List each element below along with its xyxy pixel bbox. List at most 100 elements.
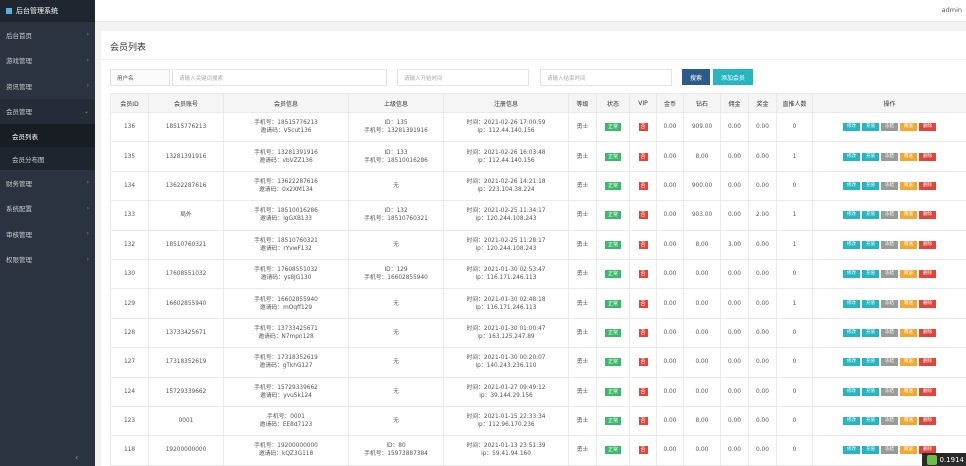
vip-badge[interactable]: 否 [638,211,648,220]
topup-button[interactable]: 充值 [862,299,879,308]
freeze-button[interactable]: 冻结 [881,387,898,396]
vip-badge[interactable]: 否 [638,446,648,455]
topup-button[interactable]: 充值 [862,240,879,249]
vip-badge[interactable]: 否 [638,123,648,132]
edit-button[interactable]: 修改 [843,299,860,308]
delete-button[interactable]: 删除 [919,328,936,337]
status-badge[interactable]: 正常 [604,270,621,279]
status-badge[interactable]: 正常 [604,152,621,161]
status-badge[interactable]: 正常 [604,358,621,367]
sidebar-item-permissions[interactable]: 权限管理 › [0,247,95,273]
gift-button[interactable]: 赠送 [900,417,917,426]
status-badge[interactable]: 正常 [604,446,621,455]
vip-badge[interactable]: 否 [638,299,648,308]
edit-button[interactable]: 修改 [843,446,860,455]
delete-button[interactable]: 删除 [919,417,936,426]
freeze-button[interactable]: 冻结 [881,446,898,455]
add-member-button[interactable]: 添加会员 [713,69,753,85]
gift-button[interactable]: 赠送 [900,299,917,308]
freeze-button[interactable]: 冻结 [881,270,898,279]
delete-button[interactable]: 删除 [919,211,936,220]
delete-button[interactable]: 删除 [919,240,936,249]
gift-button[interactable]: 赠送 [900,123,917,132]
freeze-button[interactable]: 冻结 [881,152,898,161]
edit-button[interactable]: 修改 [843,270,860,279]
status-badge[interactable]: 正常 [604,299,621,308]
delete-button[interactable]: 删除 [919,387,936,396]
freeze-button[interactable]: 冻结 [881,358,898,367]
topup-button[interactable]: 充值 [862,123,879,132]
edit-button[interactable]: 修改 [843,152,860,161]
gift-button[interactable]: 赠送 [900,270,917,279]
status-badge[interactable]: 正常 [604,240,621,249]
sidebar-item-members[interactable]: 会员管理 ⌄ [0,98,95,124]
sidebar-subitem-member-map[interactable]: 会员分布图 [0,147,95,170]
gift-button[interactable]: 赠送 [900,446,917,455]
freeze-button[interactable]: 冻结 [881,328,898,337]
topup-button[interactable]: 充值 [862,387,879,396]
topup-button[interactable]: 充值 [862,358,879,367]
topup-button[interactable]: 充值 [862,181,879,190]
freeze-button[interactable]: 冻结 [881,240,898,249]
status-badge[interactable]: 正常 [604,387,621,396]
vip-badge[interactable]: 否 [638,270,648,279]
sidebar-item-home[interactable]: 后台首页 › [0,22,95,48]
delete-button[interactable]: 删除 [919,152,936,161]
status-badge[interactable]: 正常 [604,417,621,426]
sidebar-item-review[interactable]: 审核管理 › [0,221,95,247]
edit-button[interactable]: 修改 [843,417,860,426]
vip-badge[interactable]: 否 [638,181,648,190]
freeze-button[interactable]: 冻结 [881,181,898,190]
freeze-button[interactable]: 冻结 [881,417,898,426]
gift-button[interactable]: 赠送 [900,152,917,161]
status-badge[interactable]: 正常 [604,211,621,220]
gift-button[interactable]: 赠送 [900,211,917,220]
delete-button[interactable]: 删除 [919,123,936,132]
sidebar-item-games[interactable]: 游戏管理 › [0,48,95,74]
vip-badge[interactable]: 否 [638,328,648,337]
gift-button[interactable]: 赠送 [900,358,917,367]
topup-button[interactable]: 充值 [862,328,879,337]
search-button[interactable]: 搜索 [682,69,710,85]
collapse-sidebar-icon[interactable]: ‹ [75,453,79,462]
gift-button[interactable]: 赠送 [900,328,917,337]
vip-badge[interactable]: 否 [638,240,648,249]
topup-button[interactable]: 充值 [862,417,879,426]
sidebar-item-news[interactable]: 资讯管理 › [0,73,95,99]
delete-button[interactable]: 删除 [919,299,936,308]
delete-button[interactable]: 删除 [919,446,936,455]
status-badge[interactable]: 正常 [604,123,621,132]
edit-button[interactable]: 修改 [843,328,860,337]
gift-button[interactable]: 赠送 [900,240,917,249]
edit-button[interactable]: 修改 [843,240,860,249]
gift-button[interactable]: 赠送 [900,181,917,190]
vip-badge[interactable]: 否 [638,358,648,367]
vip-badge[interactable]: 否 [638,417,648,426]
delete-button[interactable]: 删除 [919,181,936,190]
vip-badge[interactable]: 否 [638,152,648,161]
status-badge[interactable]: 正常 [604,328,621,337]
freeze-button[interactable]: 冻结 [881,211,898,220]
gift-button[interactable]: 赠送 [900,387,917,396]
vip-badge[interactable]: 否 [638,387,648,396]
topup-button[interactable]: 充值 [862,211,879,220]
edit-button[interactable]: 修改 [843,387,860,396]
user-menu[interactable]: admin [941,6,962,14]
sidebar-item-finance[interactable]: 财务管理 › [0,170,95,196]
freeze-button[interactable]: 冻结 [881,123,898,132]
sidebar-item-system[interactable]: 系统配置 › [0,196,95,222]
status-badge[interactable]: 正常 [604,181,621,190]
freeze-button[interactable]: 冻结 [881,299,898,308]
edit-button[interactable]: 修改 [843,181,860,190]
topup-button[interactable]: 充值 [862,152,879,161]
delete-button[interactable]: 删除 [919,358,936,367]
end-time-input[interactable]: 请输入结束时间 [540,69,672,86]
sidebar-subitem-member-list[interactable]: 会员列表 [0,124,95,147]
delete-button[interactable]: 删除 [919,270,936,279]
topup-button[interactable]: 充值 [862,446,879,455]
topup-button[interactable]: 充值 [862,270,879,279]
keyword-search-input[interactable]: 请输入关键词搜索 [172,69,387,86]
start-time-input[interactable]: 请输入开始时间 [397,69,529,86]
edit-button[interactable]: 修改 [843,358,860,367]
edit-button[interactable]: 修改 [843,211,860,220]
